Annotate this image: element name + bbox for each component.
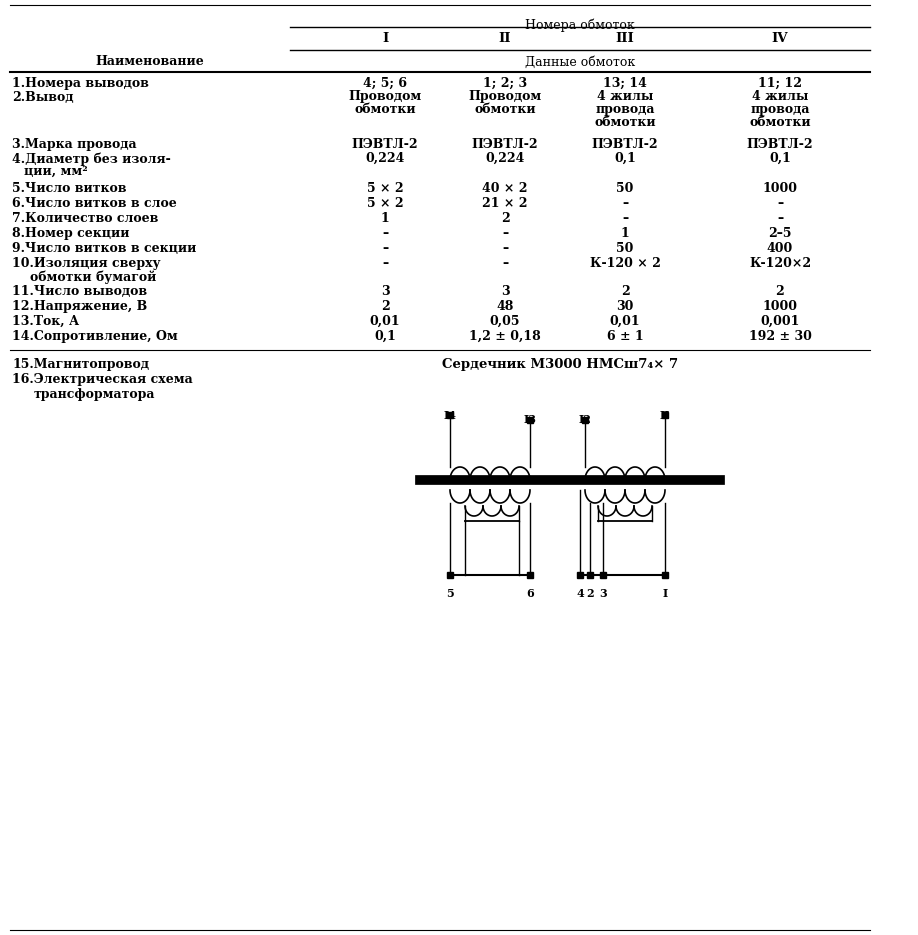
Text: 4 жилы: 4 жилы xyxy=(752,90,808,103)
Text: 3: 3 xyxy=(599,588,607,599)
Text: 2.Вывод: 2.Вывод xyxy=(12,91,73,104)
Text: ПЭВТЛ-2: ПЭВТЛ-2 xyxy=(472,138,538,151)
Text: ПЭВТЛ-2: ПЭВТЛ-2 xyxy=(746,138,813,151)
Text: К-120×2: К-120×2 xyxy=(749,257,812,270)
Text: 3.Марка провода: 3.Марка провода xyxy=(12,138,137,151)
Text: обмотки: обмотки xyxy=(594,116,655,129)
Text: обмотки: обмотки xyxy=(475,103,536,116)
Text: трансформатора: трансформатора xyxy=(34,388,155,401)
Text: ПЭВТЛ-2: ПЭВТЛ-2 xyxy=(352,138,419,151)
Text: II: II xyxy=(498,32,511,45)
Text: 1000: 1000 xyxy=(763,182,798,195)
Text: 1,2 ± 0,18: 1,2 ± 0,18 xyxy=(469,330,541,343)
Text: 8.Номер секции: 8.Номер секции xyxy=(12,227,129,240)
Text: 1; 2; 3: 1; 2; 3 xyxy=(483,77,527,90)
Text: 1: 1 xyxy=(381,212,389,225)
Text: –: – xyxy=(502,257,508,270)
Text: 48: 48 xyxy=(497,300,514,313)
Text: 10.Изоляция сверху: 10.Изоляция сверху xyxy=(12,257,161,270)
Text: –: – xyxy=(777,197,783,210)
Text: 2: 2 xyxy=(621,285,630,298)
Text: 1.Номера выводов: 1.Номера выводов xyxy=(12,77,149,90)
Text: 6 ± 1: 6 ± 1 xyxy=(607,330,644,343)
Text: 5 × 2: 5 × 2 xyxy=(366,197,403,210)
Text: –: – xyxy=(621,212,628,225)
Text: 6: 6 xyxy=(526,588,534,599)
Text: 5 × 2: 5 × 2 xyxy=(366,182,403,195)
Text: 11; 12: 11; 12 xyxy=(758,77,802,90)
Text: 9.Число витков в секции: 9.Число витков в секции xyxy=(12,242,196,255)
Text: I2: I2 xyxy=(578,414,591,425)
Text: 4; 5; 6: 4; 5; 6 xyxy=(363,77,407,90)
Text: 13.Ток, А: 13.Ток, А xyxy=(12,315,79,328)
Text: –: – xyxy=(382,257,388,270)
Text: Данные обмоток: Данные обмоток xyxy=(525,56,635,69)
Text: 0,001: 0,001 xyxy=(760,315,800,328)
Text: 2–5: 2–5 xyxy=(768,227,791,240)
Text: 14.Сопротивление, Ом: 14.Сопротивление, Ом xyxy=(12,330,178,343)
Text: 0,1: 0,1 xyxy=(769,152,791,165)
Text: 400: 400 xyxy=(767,242,793,255)
Text: 1: 1 xyxy=(621,227,630,240)
Text: 5.Число витков: 5.Число витков xyxy=(12,182,127,195)
Text: 0,1: 0,1 xyxy=(614,152,636,165)
Text: 0,01: 0,01 xyxy=(370,315,400,328)
Text: Проводом: Проводом xyxy=(348,90,421,103)
Text: 2: 2 xyxy=(776,285,784,298)
Text: 2: 2 xyxy=(587,588,594,599)
Text: –: – xyxy=(382,227,388,240)
Text: обмотки: обмотки xyxy=(354,103,416,116)
Text: 0,05: 0,05 xyxy=(489,315,521,328)
Text: –: – xyxy=(621,197,628,210)
Text: 11.Число выводов: 11.Число выводов xyxy=(12,285,147,298)
Text: I: I xyxy=(663,588,667,599)
Text: Наименование: Наименование xyxy=(95,55,205,68)
Text: 0,224: 0,224 xyxy=(365,152,405,165)
Text: Сердечник М3000 НМСш7₄× 7: Сердечник М3000 НМСш7₄× 7 xyxy=(442,358,678,371)
Text: 5: 5 xyxy=(446,588,453,599)
Text: ции, мм²: ции, мм² xyxy=(24,165,88,178)
Text: 50: 50 xyxy=(616,182,633,195)
Text: 6.Число витков в слое: 6.Число витков в слое xyxy=(12,197,177,210)
Text: 2: 2 xyxy=(500,212,509,225)
Text: 4: 4 xyxy=(577,588,584,599)
Text: 12.Напряжение, В: 12.Напряжение, В xyxy=(12,300,147,313)
Text: 3: 3 xyxy=(500,285,509,298)
Text: –: – xyxy=(777,212,783,225)
Text: К-120 × 2: К-120 × 2 xyxy=(589,257,660,270)
Text: 21 × 2: 21 × 2 xyxy=(482,197,528,210)
Text: 50: 50 xyxy=(616,242,633,255)
Text: I3: I3 xyxy=(523,414,536,425)
Text: 13; 14: 13; 14 xyxy=(603,77,647,90)
Text: 0,1: 0,1 xyxy=(374,330,396,343)
Text: провода: провода xyxy=(595,103,655,116)
Text: 15.Магнитопровод: 15.Магнитопровод xyxy=(12,358,149,371)
Text: 1000: 1000 xyxy=(763,300,798,313)
Text: –: – xyxy=(502,242,508,255)
Text: провода: провода xyxy=(750,103,810,116)
Text: IV: IV xyxy=(772,32,789,45)
Text: Номера обмоток: Номера обмоток xyxy=(525,18,635,32)
Text: 0,224: 0,224 xyxy=(486,152,525,165)
Text: 30: 30 xyxy=(616,300,633,313)
Text: –: – xyxy=(502,227,508,240)
Text: 0,01: 0,01 xyxy=(610,315,641,328)
Text: –: – xyxy=(382,242,388,255)
Text: 4.Диаметр без изоля-: 4.Диаметр без изоля- xyxy=(12,152,171,165)
Text: 40 × 2: 40 × 2 xyxy=(482,182,528,195)
Text: обмотки: обмотки xyxy=(749,116,811,129)
Text: I: I xyxy=(382,32,388,45)
Text: II: II xyxy=(660,410,670,421)
Text: 7.Количество слоев: 7.Количество слоев xyxy=(12,212,159,225)
Text: 16.Электрическая схема: 16.Электрическая схема xyxy=(12,373,193,386)
Text: 3: 3 xyxy=(381,285,389,298)
Text: 4 жилы: 4 жилы xyxy=(597,90,654,103)
Text: Проводом: Проводом xyxy=(468,90,542,103)
Text: обмотки бумагой: обмотки бумагой xyxy=(30,270,156,283)
Text: ПЭВТЛ-2: ПЭВТЛ-2 xyxy=(592,138,658,151)
Text: 2: 2 xyxy=(381,300,389,313)
Text: I4: I4 xyxy=(443,410,456,421)
Text: III: III xyxy=(616,32,634,45)
Text: 192 ± 30: 192 ± 30 xyxy=(748,330,812,343)
